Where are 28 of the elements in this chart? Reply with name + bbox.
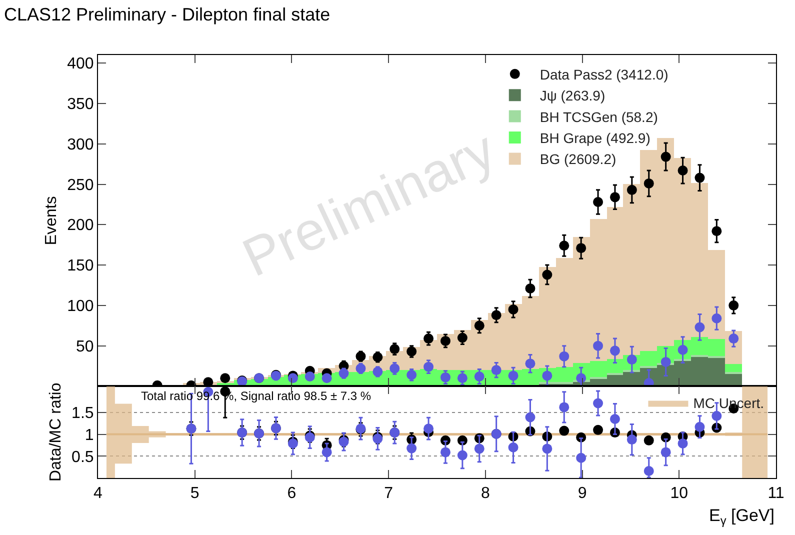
x-tick-label: 5 <box>190 485 200 502</box>
y-tick-label: 1 <box>84 426 94 444</box>
legend-label: BG (2609.2) <box>540 151 616 168</box>
x-tick-label: 6 <box>287 485 296 502</box>
y-tick-label: 250 <box>67 176 94 194</box>
x-axis-title: E$_{γ}$ [GeV] <box>709 506 774 528</box>
y-axis-title: Data/MC ratio <box>47 382 64 482</box>
chart-title: CLAS12 Preliminary - Dilepton final state <box>4 4 330 25</box>
x-tick-label: 9 <box>578 485 587 502</box>
x-tick-label: 8 <box>480 485 490 502</box>
y-tick-label: 50 <box>76 338 94 356</box>
x-tick-label: 11 <box>768 485 784 502</box>
x-tick-label: 7 <box>384 485 394 502</box>
legend-label: BH TCSGen (58.2) <box>540 108 658 125</box>
y-tick-label: 300 <box>67 136 94 154</box>
x-tick-label: 10 <box>670 485 688 502</box>
y-tick-label: 200 <box>67 217 94 234</box>
y-axis-title: Events <box>42 196 60 246</box>
legend-label: Data Pass2 (3412.0) <box>540 66 668 82</box>
y-tick-label: 400 <box>67 56 94 73</box>
y-tick-label: 0.5 <box>72 448 94 466</box>
legend-label: Jψ (263.9) <box>540 88 606 104</box>
y-tick-label: 1.5 <box>72 405 94 422</box>
y-tick-label: 350 <box>67 96 94 114</box>
y-tick-label: 100 <box>67 298 94 316</box>
legend-label: BH Grape (492.9) <box>540 130 650 146</box>
x-tick-label: 4 <box>94 485 103 502</box>
y-tick-label: 150 <box>67 258 94 275</box>
